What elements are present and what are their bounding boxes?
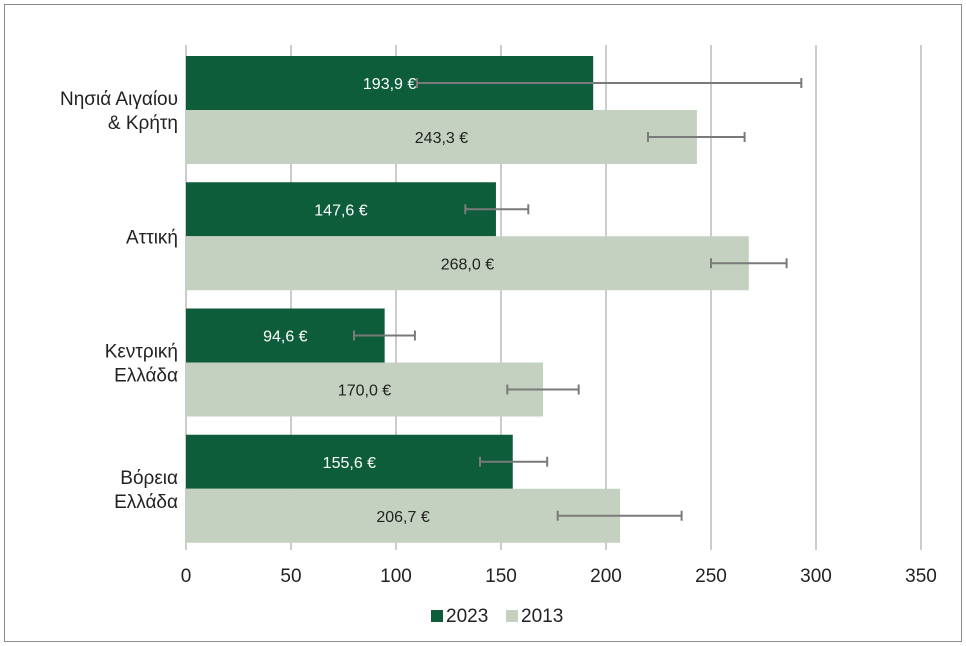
legend-swatch [506,610,518,622]
category-label: Ελλάδα [114,492,178,513]
data-label: 155,6 € [323,455,376,472]
x-tick-label: 250 [695,566,727,587]
legend-label: 2013 [521,606,563,627]
bar-2013 [186,236,749,291]
bar-2013 [186,362,543,417]
category-label: Κεντρική [105,342,178,363]
bar-2023 [186,308,385,363]
data-label: 268,0 € [441,256,494,273]
data-label: 170,0 € [338,383,391,400]
x-tick-label: 200 [590,566,622,587]
data-labels: 193,9 € 243,3 € 147,6 € 268,0 € 94,6 € 170,0 … [263,76,494,526]
legend-label: 2023 [446,606,488,627]
category-label: Ελλάδα [114,366,178,387]
error-bars [353,78,803,521]
x-tick-label: 300 [800,566,832,587]
legend-swatch [431,610,443,622]
x-tick-label: 0 [181,566,192,587]
x-tick-label: 350 [905,566,937,587]
x-tick-label: 50 [280,566,301,587]
category-label: Βόρεια [120,468,178,489]
data-label: 193,9 € [363,76,416,93]
category-label: Νησιά Αιγαίου [60,89,178,110]
chart-frame [4,4,962,642]
category-label: Αττική [126,227,178,248]
x-tick-label: 100 [380,566,412,587]
bar-2013 [186,488,621,543]
data-label: 206,7 € [376,509,429,526]
data-label: 94,6 € [263,329,308,346]
bar-2013 [186,110,697,164]
bars [186,56,749,543]
x-tick-label: 150 [485,566,517,587]
data-label: 147,6 € [314,202,367,219]
data-label: 243,3 € [415,130,468,147]
category-label: & Κρήτη [108,113,178,134]
x-axis-tick-labels: 0 50 100 150 200 250 300 350 [181,566,937,587]
bar-2023 [186,182,496,237]
bar-2023 [186,434,513,489]
category-labels: Νησιά Αιγαίου & Κρήτη Αττική Κεντρική Ελλάδα… [60,89,178,513]
legend: 2023 2013 [431,606,563,627]
